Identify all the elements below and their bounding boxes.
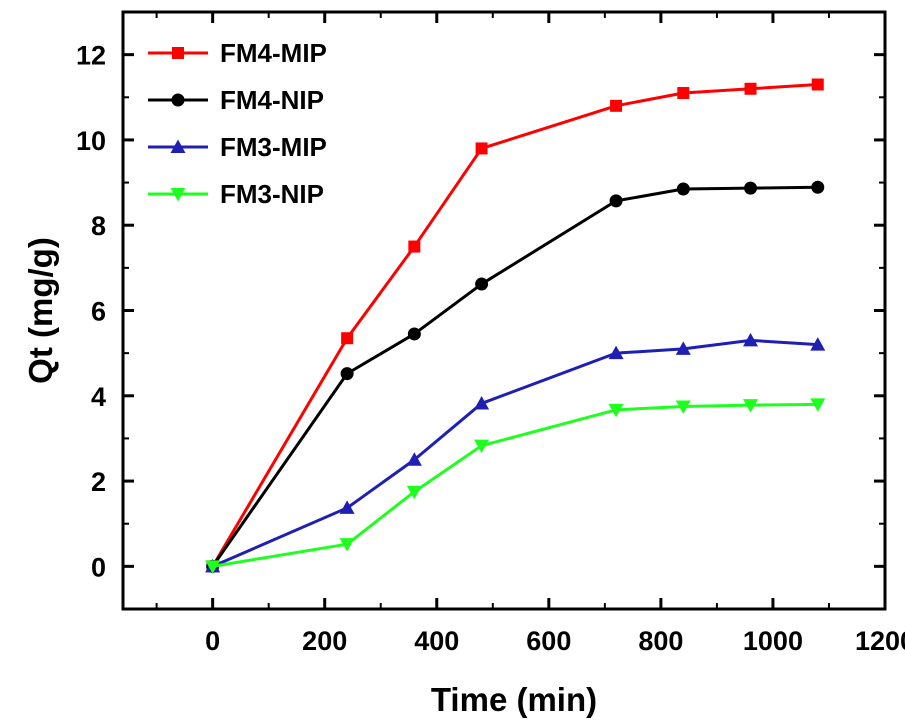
data-point <box>407 327 421 341</box>
data-point <box>474 395 490 410</box>
x-tick-label: 1000 <box>743 626 803 656</box>
data-point <box>810 398 826 412</box>
y-tick-label: 0 <box>91 552 106 582</box>
x-tick-label: 200 <box>302 626 347 656</box>
y-axis-title: Qt (mg/g) <box>22 237 59 384</box>
data-point <box>744 82 757 95</box>
legend-item: FM3-NIP <box>148 179 324 209</box>
x-tick-label: 0 <box>205 626 220 656</box>
legend-label: FM3-MIP <box>220 132 327 162</box>
legend-label: FM4-NIP <box>220 85 324 115</box>
y-tick-label: 2 <box>91 467 106 497</box>
data-point <box>608 345 624 360</box>
series-line <box>211 185 818 568</box>
data-point <box>675 341 691 355</box>
legend-label: FM4-MIP <box>220 38 327 68</box>
series-fm3-nip <box>205 398 826 574</box>
data-point <box>406 452 422 466</box>
data-point <box>408 240 421 253</box>
legend-marker <box>170 188 186 202</box>
data-point <box>676 182 690 196</box>
y-tick-label: 6 <box>91 297 106 327</box>
data-point <box>474 439 490 454</box>
legend-item: FM4-MIP <box>148 38 327 68</box>
data-point <box>610 99 623 112</box>
legend-marker <box>172 47 184 59</box>
data-point <box>811 78 824 91</box>
legend-marker <box>170 139 186 153</box>
y-tick-label: 10 <box>76 126 106 156</box>
data-point <box>744 181 758 195</box>
x-tick-label: 600 <box>526 626 571 656</box>
legend-label: FM3-NIP <box>220 179 324 209</box>
series-layer <box>205 78 826 574</box>
data-point <box>810 337 826 351</box>
legend: FM4-MIP FM4-NIP FM3-MIP FM3-NIP <box>148 38 327 209</box>
x-axis-title: Time (min) <box>431 681 597 718</box>
data-point <box>675 400 691 414</box>
series-line <box>212 402 818 568</box>
series-line <box>212 338 818 568</box>
data-point <box>475 142 488 155</box>
x-tick-label: 400 <box>414 626 459 656</box>
series-fm4-nip <box>206 180 825 573</box>
y-tick-label: 8 <box>91 211 106 241</box>
data-point <box>339 538 355 552</box>
data-point <box>677 87 690 100</box>
data-point <box>475 277 489 291</box>
data-point <box>743 332 759 347</box>
y-tick-label: 4 <box>91 382 106 412</box>
data-point <box>205 560 221 574</box>
series-fm3-mip <box>205 332 826 573</box>
data-point <box>341 332 354 345</box>
legend-marker <box>171 93 185 107</box>
data-point <box>608 403 624 418</box>
data-point <box>811 180 825 194</box>
legend-item: FM3-MIP <box>148 132 327 162</box>
data-point <box>340 367 354 381</box>
data-point <box>609 194 623 208</box>
series-line <box>211 82 818 568</box>
data-point <box>406 485 422 500</box>
data-point <box>339 500 355 514</box>
data-point <box>743 399 759 413</box>
y-tick-label: 12 <box>76 41 106 71</box>
x-tick-label: 800 <box>638 626 683 656</box>
legend-item: FM4-NIP <box>148 85 324 115</box>
